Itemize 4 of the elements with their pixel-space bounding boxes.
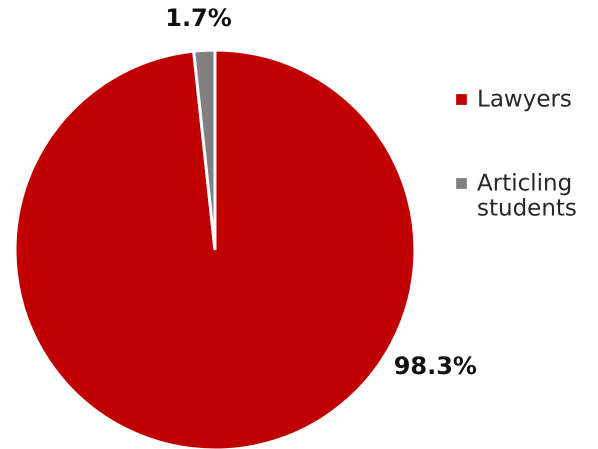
- legend-label: Lawyers: [477, 86, 572, 112]
- legend-label: Articling students: [477, 170, 577, 222]
- data-label: 1.7%: [165, 4, 232, 32]
- data-label: 98.3%: [394, 352, 477, 380]
